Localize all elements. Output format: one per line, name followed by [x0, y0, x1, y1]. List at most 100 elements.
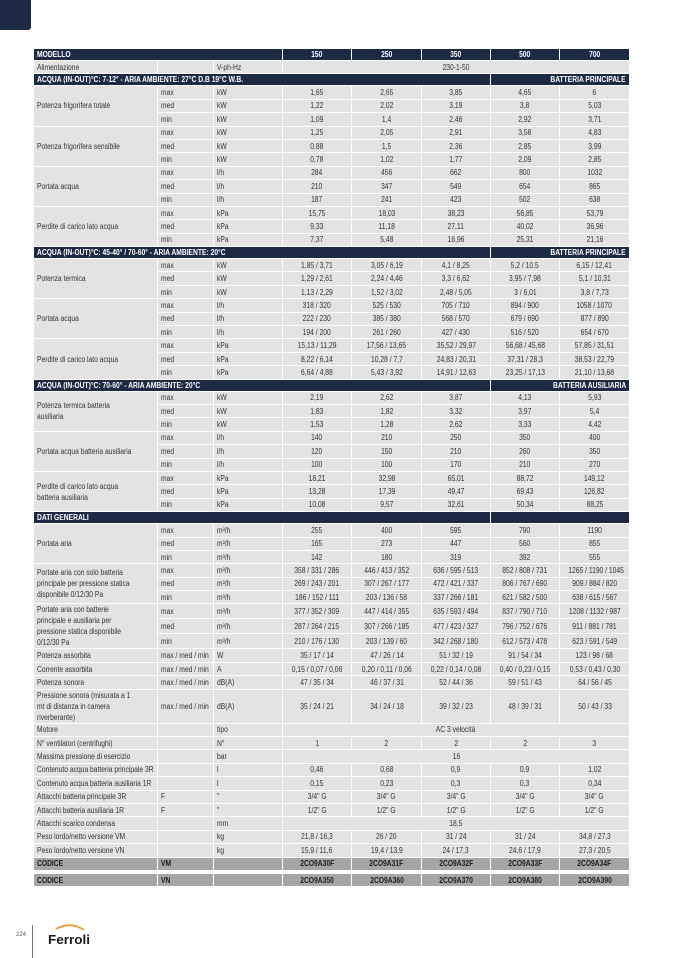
product-code: 2CO9A380 [490, 872, 561, 888]
row-value-text: 0,22 / 0,14 / 0,08 [430, 664, 482, 674]
section-header: ACQUA (IN-OUT)°C: 45-40° / 70-60° - ARIA… [32, 246, 631, 260]
row-unit: dB(A) [212, 675, 284, 690]
row-value-text: 203 / 136 / 58 [365, 592, 408, 602]
row-sub-text: max / med / min [161, 664, 209, 674]
row-unit-text: kW [217, 260, 227, 270]
row-value: 3,32 [421, 403, 492, 419]
row-value: 0,3 [490, 776, 561, 791]
row-value: 21,10 / 13,68 [559, 365, 631, 380]
row-value-text: 32,98 [378, 473, 395, 483]
table-row: med kW 1,22 2,02 3,19 3,8 5,03 [34, 98, 631, 114]
row-value: 6,15 / 12,41 [559, 258, 631, 273]
row-value: 0,9 [421, 762, 492, 778]
section-title: ACQUA (IN-OUT)°C: 45-40° / 70-60° - ARIA… [32, 246, 492, 260]
row-value: 50,34 [490, 497, 561, 513]
row-value: 638 / 615 / 567 [559, 590, 631, 605]
row-value: 27,11 [421, 219, 492, 234]
row-value-text: 1208 / 1132 / 987 [568, 606, 621, 616]
row-value-text: 170 [450, 460, 462, 470]
row-value-text: 255 [311, 525, 323, 535]
row-sub-text: max [161, 260, 174, 270]
row-sub-text: max [161, 128, 174, 138]
row-value: 6 [559, 85, 631, 100]
row-value: 662 [421, 165, 492, 181]
row-unit: m³/h [212, 633, 284, 650]
row-value-text: 24 / 17,3 [442, 845, 470, 855]
row-value-text: 150 [380, 446, 393, 456]
row-value-text: 3,85 [449, 88, 463, 98]
row-value: 35,52 / 29,97 [421, 338, 492, 353]
row-value-text: 36,96 [586, 221, 603, 231]
row-value: 1,77 [421, 152, 492, 167]
row-sub-text: max [161, 341, 174, 351]
row-value-text: 3 / 6,01 [513, 287, 537, 297]
row-value: 2,02 [351, 98, 423, 114]
row-value: 654 / 670 [559, 325, 631, 340]
row-value: 446 / 413 / 352 [351, 563, 423, 578]
row-value: 269 / 243 / 201 [282, 576, 353, 592]
row-value-text: 149,12 [584, 473, 605, 483]
row-value: 621 / 582 / 500 [490, 590, 561, 605]
row-value: 2,46 [421, 112, 492, 127]
row-value: 347 [351, 179, 423, 194]
row-sub: max / med / min [157, 675, 214, 690]
row-value-text: 203 / 139 / 60 [365, 636, 408, 646]
row-value-text: 2 [523, 738, 527, 748]
row-unit-text: kPa [217, 473, 229, 483]
row-value: 4,13 [490, 390, 561, 405]
product-code: 2CO9A32F [421, 856, 492, 871]
row-value-text: 1,09 [310, 114, 324, 124]
row-value-text: 1265 / 1190 / 1045 [568, 565, 624, 575]
row-value-text: 0,9 [520, 765, 530, 775]
row-sub: max [157, 298, 214, 313]
row-unit: l/h [212, 165, 284, 181]
row-sub: max [157, 430, 214, 446]
row-sub: med [157, 219, 214, 234]
row-value-text: 56,85 [516, 208, 534, 218]
row-sub: min [157, 325, 214, 340]
row-sub-text: F [161, 792, 166, 802]
row-value: 203 / 136 / 58 [351, 590, 423, 605]
row-value-text: 2,91 [449, 128, 463, 138]
row-value-text: 6,15 / 12,41 [576, 260, 613, 270]
row-value: 149,12 [559, 470, 631, 486]
row-value-text: 4,83 [587, 128, 602, 138]
row-sub: min [157, 457, 214, 472]
row-value-text: 1032 [587, 168, 602, 178]
group-label: Portata aria [33, 523, 158, 565]
product-code-text: 2CO9A350 [300, 875, 334, 885]
row-value-text: 635 / 593 / 494 [433, 606, 479, 616]
row-value-text: 26 / 20 [376, 832, 397, 842]
row-value: 4,83 [559, 125, 631, 140]
row-value-text: 0,9 [451, 765, 461, 775]
model-350-text: 350 [450, 50, 462, 59]
row-value-text: 210 [311, 181, 323, 191]
model-250-text: 250 [380, 50, 393, 59]
row-sub: VN [157, 872, 214, 888]
group-label: Portate aria con batterie principale e a… [33, 603, 158, 650]
section-battery-label: BATTERIA PRINCIPALE [490, 246, 631, 260]
ferroli-logo: Ferroli [48, 924, 90, 947]
row-sub-text: max [161, 300, 174, 310]
row-unit-text: kPa [217, 221, 229, 231]
row-value: 796 / 752 / 676 [490, 618, 561, 635]
row-value-text: 31 / 24 [514, 832, 536, 842]
row-value-text: 46 / 37 / 31 [369, 677, 404, 687]
row-unit-text: kW [217, 393, 227, 403]
row-value-all-models-text: 230-1-50 [442, 62, 470, 72]
group-label-text: Perdite di carico lato acqua [37, 354, 119, 364]
row-sub: min [157, 497, 214, 513]
row-value-text: 180 [380, 552, 393, 562]
row-unit-text: kPa [217, 500, 229, 510]
row-value: 210 [490, 457, 561, 472]
row-unit-text: kW [217, 141, 227, 151]
row-value-text: 27,3 / 20,5 [578, 845, 611, 855]
row-sub: max / med / min [157, 661, 214, 677]
table-row: min l/h 100 100 170 210 270 [34, 457, 631, 472]
row-value: 0,15 [282, 776, 353, 791]
row-value-text: 52 / 44 / 36 [439, 677, 473, 687]
row-unit-text: tipo [217, 725, 228, 735]
row-unit: l [212, 776, 284, 791]
row-value-text: 14,91 / 12,63 [436, 367, 476, 377]
row-sub [157, 843, 214, 858]
